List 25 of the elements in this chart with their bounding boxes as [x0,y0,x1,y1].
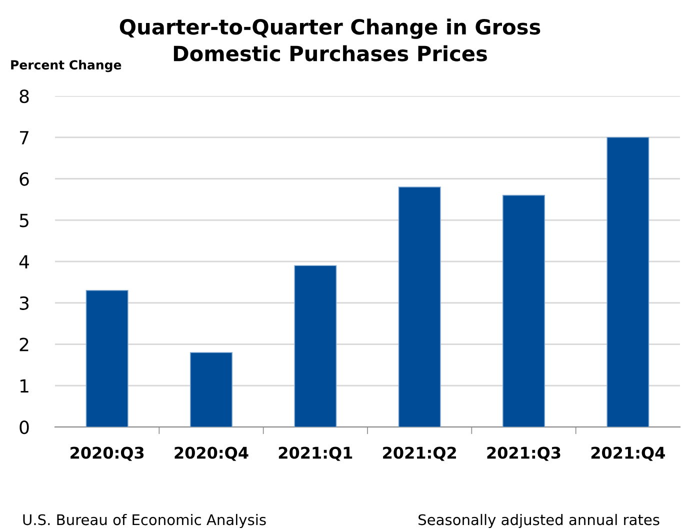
y-tick-label: 8 [20,89,29,104]
y-tick-label: 2 [20,338,28,352]
bar [86,290,128,427]
y-tick-label: 5 [20,214,28,228]
bar [190,352,233,427]
y-tick-label: 0 [20,420,29,434]
x-tick-label: 2021:Q1 [278,446,352,461]
chart-title: Quarter-to-Quarter Change in Gross Domestic Purchases Prices [120,18,540,62]
x-tick-label: 2021:Q3 [487,446,560,461]
bar [606,136,650,427]
x-tick-label: 2020:Q4 [174,446,248,461]
x-tick-label: 2021:Q2 [383,446,456,461]
y-tick-label: 4 [19,255,29,268]
y-axis-title: Percent Change [11,60,122,72]
bar [294,265,337,427]
x-tick-label: 2021:Q4 [591,446,665,461]
y-tick-label: 6 [20,172,29,186]
y-tick-label: 1 [20,379,28,392]
bar [398,186,441,427]
x-tick-label: 2020:Q3 [70,446,144,461]
bar [502,194,546,427]
text: Seasonally adjusted annual rates [418,514,660,528]
y-tick-label: 7 [20,131,28,144]
text: U.S. Bureau of Economic Analysis [23,514,266,528]
y-tick-label: 3 [20,296,29,310]
